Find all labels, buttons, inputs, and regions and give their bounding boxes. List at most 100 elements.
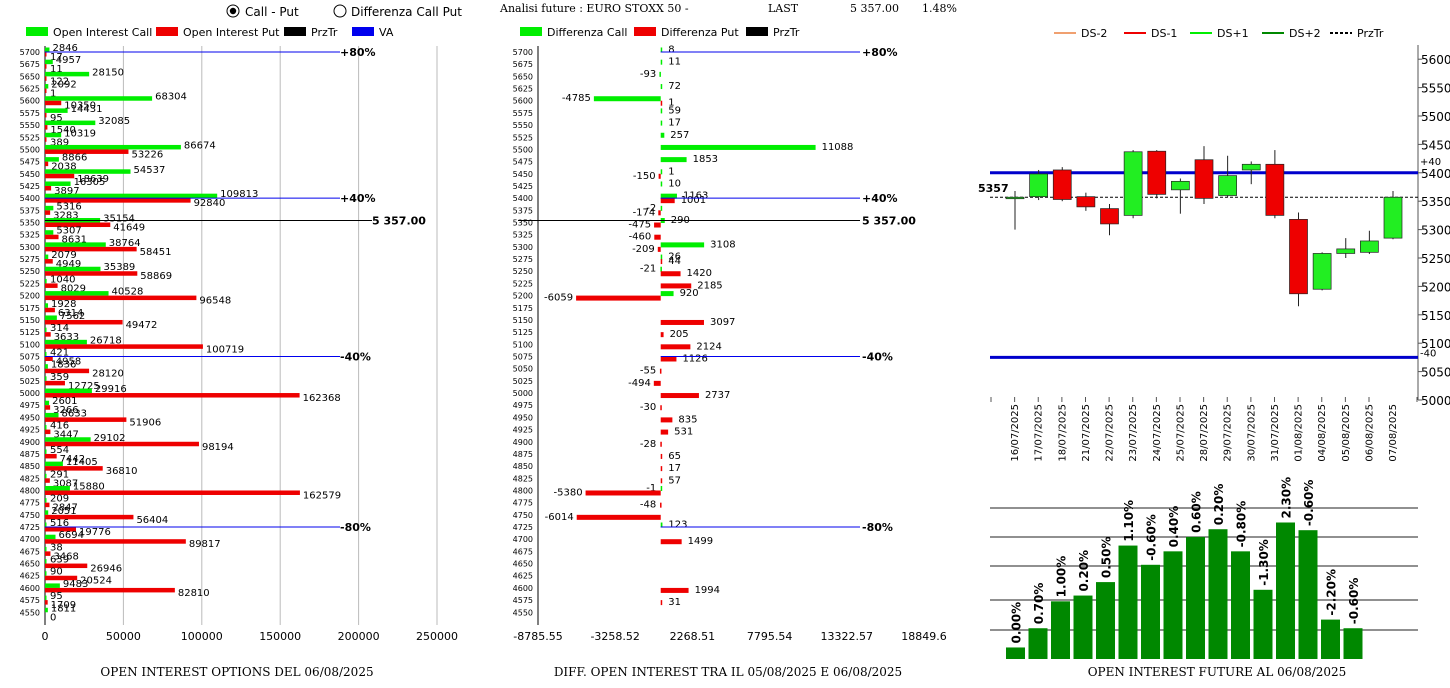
strike-label: 5050 — [513, 365, 533, 374]
diff-put-bar-value-label: 1499 — [688, 536, 713, 547]
put-bar — [45, 587, 175, 593]
diff-put-bar — [660, 453, 663, 459]
diff-call-bar-value-label: 59 — [668, 105, 681, 116]
put-value-label: 100719 — [206, 344, 244, 355]
diff-put-bar-value-label: -174 — [633, 207, 656, 218]
future-bar — [1343, 628, 1363, 659]
diff-call-bar-value-label: 10 — [668, 178, 681, 189]
call-value-label: 90 — [50, 567, 63, 578]
strike-label: 4800 — [513, 486, 533, 495]
strike-label: 5275 — [20, 255, 40, 264]
put-bar — [45, 368, 90, 374]
diff-put-bar — [660, 539, 682, 545]
strike-label: 4825 — [20, 474, 40, 483]
call-bar — [45, 376, 47, 381]
diff-put-bar — [654, 222, 661, 228]
y-tick-label: 5200 — [1421, 280, 1450, 294]
call-bar — [45, 84, 49, 89]
strike-label: 4675 — [513, 547, 533, 556]
put-value-label: 58869 — [140, 271, 172, 282]
diff-call-bar-value-label: 26 — [668, 252, 681, 263]
diff-put-bar — [660, 332, 664, 338]
strike-label: 5400 — [20, 194, 40, 203]
diff-put-bar — [659, 368, 662, 374]
diff-put-bar — [660, 271, 681, 277]
diff-call-bar — [593, 96, 661, 102]
call-value-label: 1040 — [50, 274, 75, 285]
call-value-label: 68304 — [155, 92, 187, 103]
future-bar-label: 0.50% — [1100, 536, 1114, 578]
call-bar — [45, 559, 47, 564]
put-value-label: 49472 — [126, 320, 158, 331]
diff-put-bar — [660, 344, 691, 350]
call-bar — [45, 169, 131, 174]
call-bar — [45, 583, 60, 588]
put-bar — [45, 527, 77, 532]
call-value-label: 4957 — [56, 55, 81, 66]
call-value-label: 40528 — [112, 287, 144, 298]
diff-put-bar — [660, 429, 669, 435]
candle-body — [1194, 159, 1214, 199]
candle-body — [1289, 219, 1308, 295]
y-tick-label: 5050 — [1421, 366, 1450, 380]
diff-call-bar — [659, 71, 661, 77]
ref-line-label: -80% — [862, 521, 893, 534]
diff-put-bar — [660, 587, 689, 593]
strike-label: 5075 — [513, 353, 533, 362]
strike-label: 5050 — [20, 365, 40, 374]
x-tick-label: -8785.55 — [513, 630, 562, 643]
call-bar — [45, 132, 62, 138]
radio-diff-circle[interactable] — [333, 4, 347, 18]
ref-line-label: +40% — [862, 192, 898, 205]
diff-put-bar — [576, 514, 661, 520]
put-value-label: 20524 — [80, 576, 112, 587]
strike-label: 4550 — [513, 608, 533, 617]
put-bar — [45, 88, 47, 94]
strike-label: 5450 — [513, 170, 533, 179]
put-bar — [45, 76, 47, 81]
call-value-label: 5316 — [56, 201, 81, 212]
put-value-label: 6314 — [58, 308, 83, 319]
put-value-label: 389 — [50, 137, 69, 148]
date-label: 07/08/2025 — [1388, 404, 1399, 462]
date-label: 24/07/2025 — [1152, 404, 1163, 462]
legend-label: PrzTr — [773, 26, 800, 39]
candle-body — [1076, 196, 1096, 208]
diff-call-bar-value-label: -2 — [646, 203, 656, 214]
candle-body — [1265, 163, 1285, 216]
radio-diff[interactable]: Differenza Call Put — [333, 4, 462, 19]
candle-body — [1360, 240, 1379, 253]
put-value-label: 58451 — [140, 247, 172, 258]
level-label: +40 — [1420, 157, 1441, 168]
diff-call-bar — [660, 485, 663, 491]
diff-put-bar-value-label: -150 — [633, 171, 656, 182]
diff-call-bar — [660, 120, 663, 126]
strike-label: 4575 — [513, 596, 533, 605]
put-value-label: 4949 — [56, 259, 81, 270]
put-bar — [45, 478, 50, 483]
call-value-label: 2079 — [51, 250, 76, 261]
date-label: 23/07/2025 — [1128, 404, 1139, 462]
put-value-label: 82810 — [178, 588, 210, 599]
legend-label: Differenza Put — [661, 26, 739, 39]
diff-call-bar-value-label: 72 — [668, 81, 681, 92]
put-bar — [45, 173, 75, 179]
diff-put-bar-value-label: 1126 — [682, 354, 707, 365]
call-bar — [45, 205, 54, 211]
candle-body — [1218, 175, 1237, 196]
diff-call-bar — [660, 84, 663, 90]
strike-label: 4750 — [20, 511, 40, 520]
strike-label: 5300 — [20, 243, 40, 252]
strike-label: 5550 — [513, 121, 533, 130]
date-label: 29/07/2025 — [1223, 404, 1234, 462]
call-bar — [45, 59, 53, 65]
call-value-label: 109813 — [220, 189, 258, 200]
call-value-label: 9483 — [63, 579, 88, 590]
call-value-label: 421 — [50, 348, 69, 359]
strike-label: 5475 — [513, 158, 533, 167]
strike-label: 5575 — [20, 109, 40, 118]
radio-call-put[interactable]: Call - Put — [226, 4, 299, 19]
call-value-label: 1836 — [51, 360, 76, 371]
legend-swatch — [520, 27, 542, 36]
